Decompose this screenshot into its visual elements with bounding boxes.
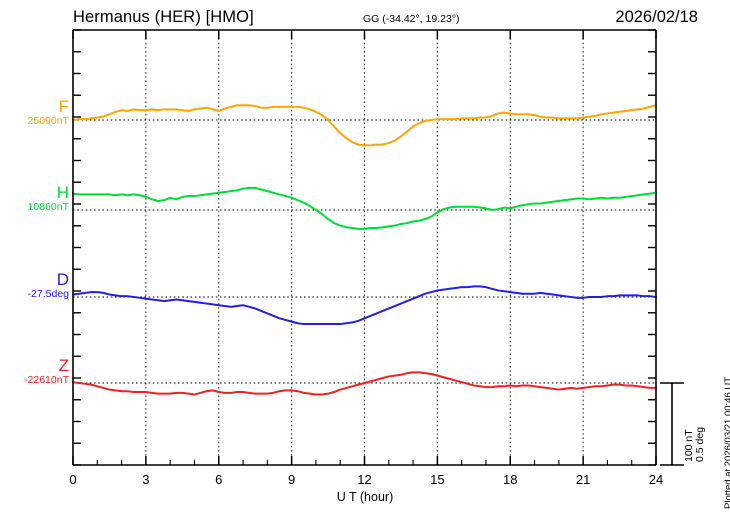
component-baseline-H: 10860nT: [27, 200, 69, 213]
scale-bar-nt: 100 nT: [683, 429, 695, 462]
component-symbol-D: D: [56, 270, 69, 289]
plot-frame: [72, 29, 657, 466]
x-tick-label: 18: [503, 472, 518, 487]
x-axis-title: U T (hour): [336, 490, 394, 504]
trace-F: [72, 104, 657, 147]
scale-bar-deg: 0.5 deg: [694, 426, 707, 462]
component-symbol-H: H: [56, 183, 69, 202]
trace-H: [72, 186, 657, 230]
x-tick-label: 9: [288, 472, 296, 487]
component-label-D: D -27.5deg: [28, 271, 69, 300]
x-tick-label: 15: [430, 472, 445, 487]
scale-bar: [660, 382, 684, 466]
component-label-Z: Z -22610nT: [24, 357, 69, 386]
trace-layer: [72, 104, 657, 396]
station-title: Hermanus (HER) [HMO]: [73, 8, 254, 26]
grid-layer: [145, 30, 584, 465]
geographic-coordinates: GG (-34.42°, 19.23°): [363, 13, 460, 25]
x-tick-label: 24: [648, 472, 664, 487]
component-baseline-D: -27.5deg: [27, 287, 69, 300]
x-tick-label: 0: [69, 472, 77, 487]
component-baseline-F: 25090nT: [27, 114, 69, 127]
component-baseline-Z: -22610nT: [24, 373, 69, 386]
plotted-timestamp: Plotted at 2026/03/21 00:46 UT: [723, 376, 730, 509]
observation-date: 2026/02/18: [615, 8, 698, 26]
component-label-F: F 25090nT: [28, 98, 69, 127]
x-tick-label: 6: [215, 472, 223, 487]
baseline-layer: [73, 119, 656, 384]
scale-bar-label: 100 nT 0.5 deg: [683, 426, 707, 462]
component-label-H: H 10860nT: [28, 184, 69, 213]
x-tick-label: 12: [357, 472, 372, 487]
trace-Z: [72, 371, 657, 396]
trace-D: [72, 285, 657, 326]
x-tick-label: 3: [142, 472, 150, 487]
component-symbol-Z: Z: [58, 356, 69, 375]
x-tick-label: 21: [575, 472, 591, 487]
component-symbol-F: F: [58, 97, 69, 116]
